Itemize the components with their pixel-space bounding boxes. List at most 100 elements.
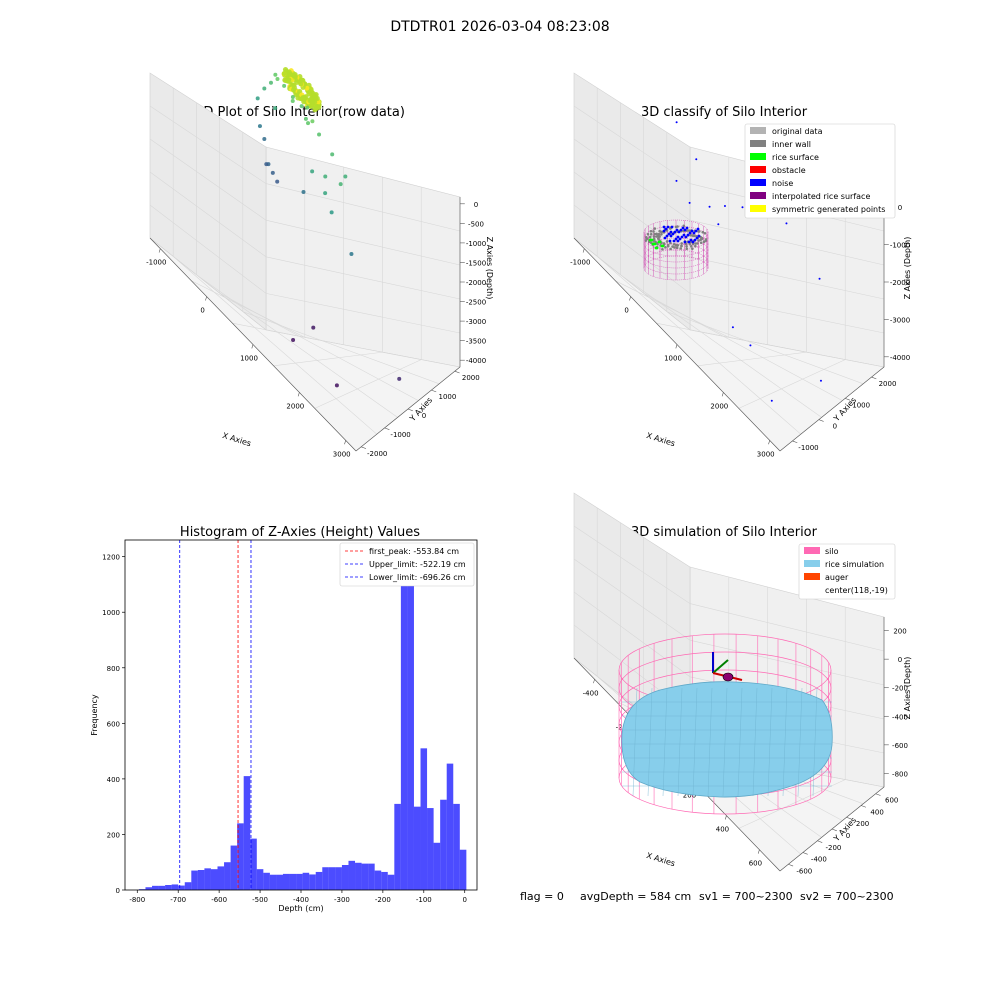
footer-sv1: sv1 = 700~2300 <box>699 890 793 903</box>
legend-label: noise <box>772 179 793 188</box>
histogram-bar <box>296 873 303 890</box>
noise-cluster-point <box>662 225 666 229</box>
noise-point <box>819 379 822 382</box>
tick-label: 0 <box>624 307 628 315</box>
footer-sv2: sv2 = 700~2300 <box>800 890 894 903</box>
inner-wall-point <box>646 232 650 236</box>
subplot-2-title: 3D classify of Silo Interior <box>641 105 808 120</box>
rice-mesh-line <box>677 687 683 797</box>
histogram-bar <box>394 803 401 890</box>
inner-wall-point <box>645 236 648 239</box>
grid-line <box>196 274 398 418</box>
histogram-bar <box>440 799 447 890</box>
histogram-bar <box>348 860 356 890</box>
tick-mark <box>205 296 207 301</box>
noise-cluster-point <box>683 240 687 244</box>
inner-wall-point <box>652 230 655 233</box>
inner-wall-point <box>679 247 682 250</box>
inner-wall-point <box>676 225 679 228</box>
x-tick-label: -600 <box>211 896 227 904</box>
tick-mark <box>251 344 254 349</box>
tick-label: -200 <box>892 685 908 693</box>
histogram-xlabel: Depth (cm) <box>278 904 323 913</box>
histogram-bar <box>387 874 395 890</box>
noise-point <box>688 201 691 204</box>
noise-cluster-point <box>674 237 678 241</box>
noise-cluster-point <box>686 233 690 237</box>
tick-mark <box>846 816 852 820</box>
data-point <box>273 106 278 111</box>
rice-mesh-line <box>752 687 758 797</box>
data-point <box>264 162 269 167</box>
y-tick-label: 1000 <box>102 609 120 617</box>
data-point <box>310 169 315 174</box>
data-point <box>310 90 316 97</box>
y-tick-label: 400 <box>107 776 120 784</box>
inner-wall-point <box>665 240 669 243</box>
legend-swatch <box>750 192 766 199</box>
rice-mesh-line <box>767 687 773 797</box>
inner-wall-point <box>700 236 704 240</box>
tick-label: 0 <box>898 656 902 664</box>
legend-swatch <box>804 547 820 554</box>
tick-label: 600 <box>885 797 898 805</box>
data-point <box>343 174 348 179</box>
histogram-bar <box>309 874 316 890</box>
inner-wall-point <box>671 245 674 248</box>
tick-mark <box>818 419 824 422</box>
inner-wall-point <box>658 229 661 233</box>
x-tick-label: -700 <box>170 896 186 904</box>
legend-label: rice simulation <box>825 560 884 569</box>
histogram-bar <box>407 556 414 890</box>
noise-cluster-point <box>688 231 692 235</box>
histogram-ylabel: Frequency <box>90 694 99 736</box>
subplot-2-points <box>644 121 822 402</box>
histogram-reference-lines <box>179 540 252 890</box>
data-point <box>329 210 334 215</box>
tick-label: 3000 <box>757 450 775 458</box>
noise-cluster-point <box>677 230 681 234</box>
inner-wall-point <box>654 240 657 244</box>
tick-label: -2000 <box>367 450 387 458</box>
tick-label: 2000 <box>879 380 897 388</box>
subplot-2-xlabel: X Axies <box>645 431 676 448</box>
histogram-bar <box>165 885 172 890</box>
tick-mark <box>454 370 460 374</box>
noise-cluster-point <box>672 239 676 243</box>
legend-frame <box>798 543 896 600</box>
data-point <box>303 116 308 121</box>
subplot-raw-data: 3D Plot of Silo Interior(row data) -1000… <box>146 67 494 458</box>
inner-wall-point <box>672 242 676 246</box>
inner-wall-point <box>653 227 657 230</box>
inner-wall-point <box>661 248 664 251</box>
data-point <box>281 70 288 77</box>
noise-cluster-point <box>697 234 701 238</box>
noise-cluster-point <box>679 228 683 232</box>
histogram-legend: first_peak: -553.84 cm Upper_limit: -522.… <box>339 542 475 587</box>
inner-wall-point <box>655 232 658 236</box>
histogram-bar <box>368 863 375 890</box>
inner-wall-point <box>658 235 661 238</box>
data-point <box>270 170 275 175</box>
grid-line <box>615 280 729 338</box>
tick-label: 400 <box>716 826 729 834</box>
noise-cluster-point <box>670 225 674 229</box>
data-point <box>306 121 311 126</box>
histogram-bar <box>138 889 146 890</box>
noise-cluster-point <box>666 225 670 229</box>
rice-surface <box>621 681 833 798</box>
rice-mesh-line <box>707 687 713 797</box>
grid-line <box>573 138 885 266</box>
subplot-4-legend: silo rice simulation auger center(118,-19) <box>798 543 896 600</box>
noise-cluster-point <box>680 235 684 239</box>
data-point <box>291 338 296 343</box>
tick-mark <box>593 679 595 684</box>
data-point <box>310 99 316 106</box>
inner-wall-point <box>680 242 683 245</box>
data-point <box>323 174 328 179</box>
inner-wall-point <box>649 229 653 233</box>
histogram-bar <box>276 874 283 890</box>
inner-wall-point <box>685 247 689 251</box>
grid-line <box>697 351 807 367</box>
tick-label: 0 <box>898 204 902 212</box>
